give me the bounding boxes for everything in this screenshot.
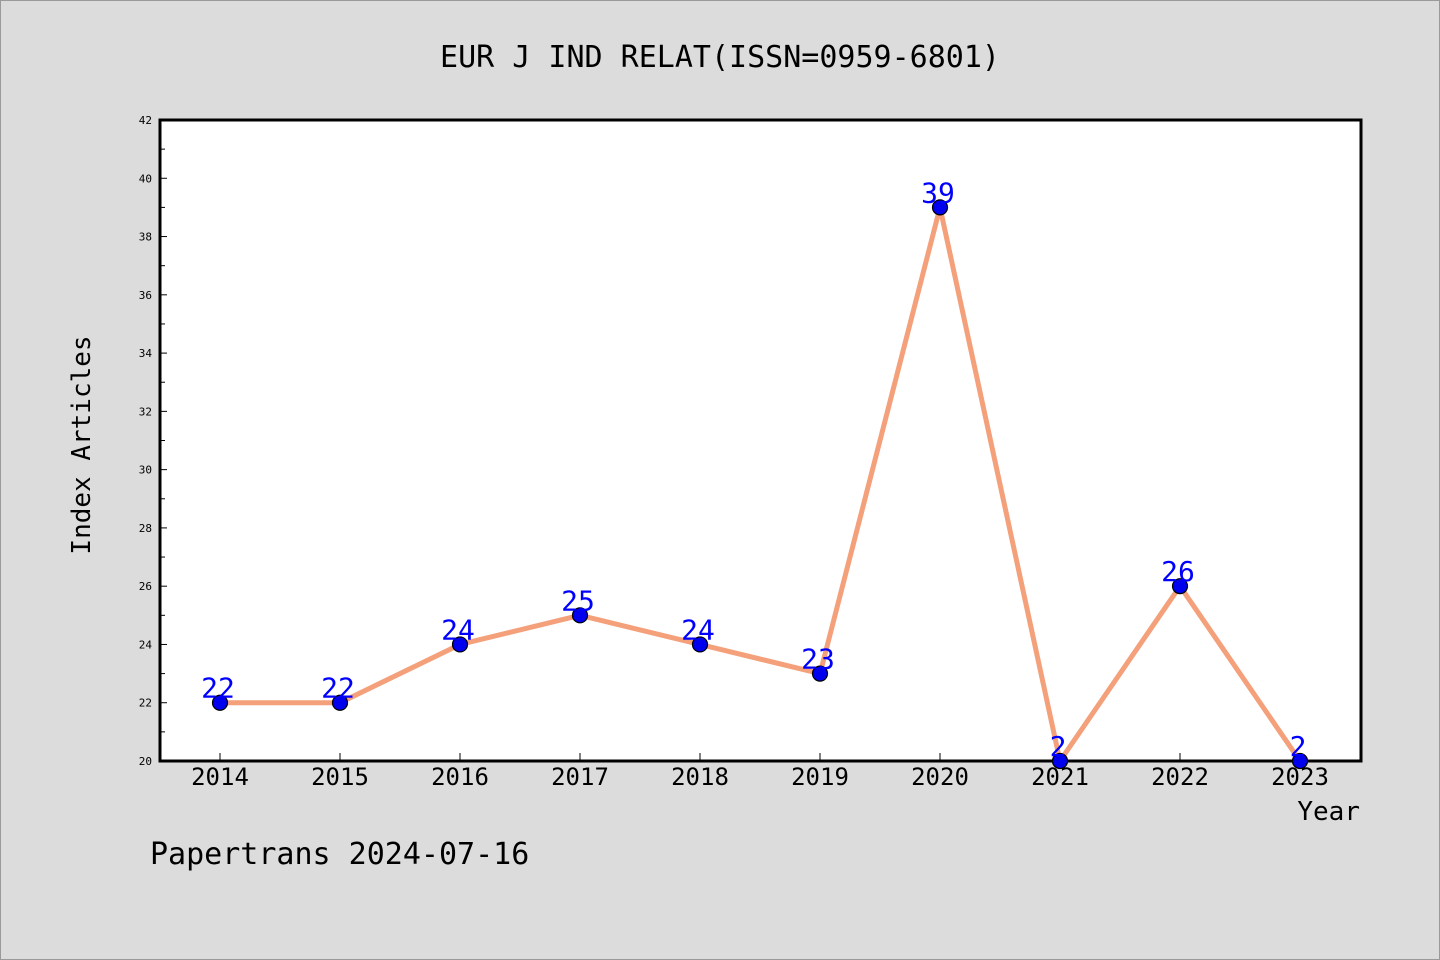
- data-point: [1051, 752, 1069, 770]
- data-label: 22: [201, 672, 235, 705]
- series-polyline: [220, 204, 1303, 764]
- data-label: 39: [921, 176, 955, 209]
- y-tick-label: 30: [139, 464, 152, 477]
- y-tick-label: 36: [139, 289, 152, 302]
- data-point: [811, 665, 829, 682]
- series-line: [220, 204, 1303, 764]
- data-point: [1291, 752, 1309, 770]
- x-tick-label: 2019: [791, 763, 849, 791]
- y-tick-label: 42: [139, 114, 152, 127]
- x-tick-label: 2014: [191, 763, 249, 791]
- y-tick-label: 40: [139, 172, 152, 185]
- data-label: 23: [801, 643, 835, 676]
- chart-title: EUR J IND RELAT(ISSN=0959-6801): [440, 40, 1000, 75]
- data-label: 25: [561, 584, 595, 617]
- plot-area: [158, 118, 1363, 763]
- data-point: [571, 607, 589, 624]
- x-tick-label: 2022: [1151, 763, 1209, 791]
- y-tick-label: 20: [139, 755, 152, 768]
- data-point: [211, 694, 229, 711]
- x-tick-label: 2015: [311, 763, 369, 791]
- footer-text: Papertrans 2024-07-16: [150, 837, 529, 872]
- data-label: 24: [441, 613, 475, 646]
- data-label: 2: [1050, 730, 1067, 763]
- y-tick-label: 38: [139, 231, 152, 244]
- y-tick-label: 22: [139, 697, 152, 710]
- data-point: [331, 694, 349, 711]
- x-tick-label: 2016: [431, 763, 489, 791]
- data-label: 24: [681, 613, 715, 646]
- y-axis: 20 22 24 26 28 30 32 34 36 38 40 42: [139, 114, 167, 768]
- x-axis: 2014 2015 2016 2017 2018 2019 2020 2021 2022 2023: [191, 753, 1329, 791]
- y-tick-label: 24: [139, 638, 153, 651]
- y-tick-label: 26: [139, 580, 152, 593]
- data-labels: 22 22 24 25 24 23 39 2 26 2: [201, 176, 1306, 763]
- y-tick-label: 34: [139, 347, 153, 360]
- data-label: 26: [1161, 555, 1195, 588]
- y-axis-label: Index Articles: [67, 335, 97, 554]
- data-label: 2: [1290, 730, 1307, 763]
- data-point: [691, 636, 709, 653]
- x-tick-label: 2018: [671, 763, 729, 791]
- y-tick-label: 28: [139, 522, 152, 535]
- data-point: [451, 636, 469, 653]
- data-point: [931, 199, 949, 216]
- data-label: 22: [321, 672, 355, 705]
- y-tick-label: 32: [139, 405, 152, 418]
- data-markers: [211, 199, 1309, 770]
- x-tick-label: 2017: [551, 763, 609, 791]
- data-point: [1171, 578, 1189, 595]
- x-axis-label: Year: [1297, 797, 1360, 827]
- x-tick-label: 2020: [911, 763, 969, 791]
